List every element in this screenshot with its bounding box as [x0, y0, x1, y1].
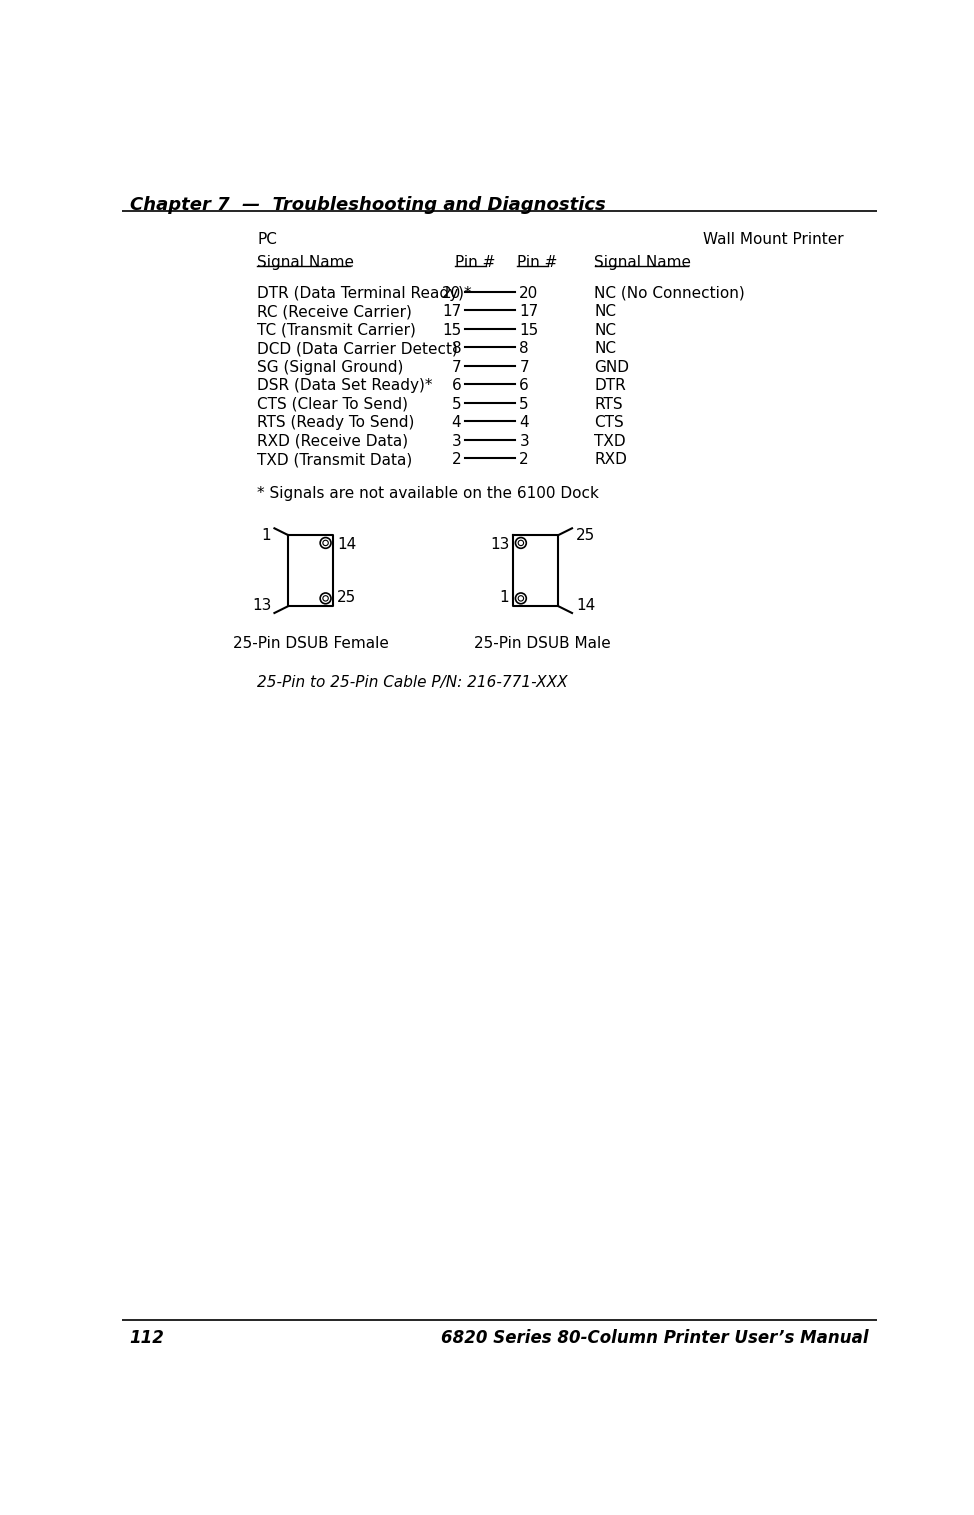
Text: Signal Name: Signal Name — [257, 255, 355, 270]
Text: DTR: DTR — [594, 379, 626, 394]
Text: CTS (Clear To Send): CTS (Clear To Send) — [257, 397, 408, 412]
Circle shape — [518, 595, 524, 601]
Text: 25-Pin DSUB Female: 25-Pin DSUB Female — [233, 636, 389, 651]
Text: 20: 20 — [442, 286, 462, 301]
Text: NC: NC — [594, 341, 617, 356]
Text: RTS: RTS — [594, 397, 623, 412]
Text: 13: 13 — [252, 598, 272, 614]
Text: 25-Pin DSUB Male: 25-Pin DSUB Male — [474, 636, 611, 651]
Text: 25: 25 — [576, 529, 595, 544]
Text: TXD (Transmit Data): TXD (Transmit Data) — [257, 451, 413, 467]
Text: 6820 Series 80-Column Printer User’s Manual: 6820 Series 80-Column Printer User’s Man… — [441, 1329, 869, 1347]
Text: TC (Transmit Carrier): TC (Transmit Carrier) — [257, 323, 416, 338]
Text: 3: 3 — [452, 433, 462, 448]
Text: RC (Receive Carrier): RC (Receive Carrier) — [257, 305, 412, 320]
Polygon shape — [288, 535, 333, 606]
Text: SG (Signal Ground): SG (Signal Ground) — [257, 359, 404, 374]
Text: 25: 25 — [337, 589, 356, 604]
Text: 5: 5 — [519, 397, 529, 412]
Circle shape — [322, 595, 328, 601]
Text: 4: 4 — [519, 415, 529, 430]
Text: 17: 17 — [519, 305, 539, 320]
Text: Pin #: Pin # — [517, 255, 557, 270]
Text: Pin #: Pin # — [455, 255, 496, 270]
Circle shape — [518, 541, 524, 545]
Text: 4: 4 — [452, 415, 462, 430]
Text: RTS (Ready To Send): RTS (Ready To Send) — [257, 415, 415, 430]
Text: RXD: RXD — [594, 451, 627, 467]
Text: 15: 15 — [442, 323, 462, 338]
Text: * Signals are not available on the 6100 Dock: * Signals are not available on the 6100 … — [257, 486, 599, 501]
Text: 20: 20 — [519, 286, 539, 301]
Text: 14: 14 — [337, 536, 356, 551]
Text: 7: 7 — [452, 359, 462, 374]
Text: 17: 17 — [442, 305, 462, 320]
Text: RXD (Receive Data): RXD (Receive Data) — [257, 433, 408, 448]
Text: Wall Mount Printer: Wall Mount Printer — [703, 232, 843, 247]
Text: NC: NC — [594, 323, 617, 338]
Text: 15: 15 — [519, 323, 539, 338]
Text: 14: 14 — [576, 598, 595, 614]
Text: 112: 112 — [130, 1329, 165, 1347]
Text: NC: NC — [594, 305, 617, 320]
Text: 6: 6 — [452, 379, 462, 394]
Text: DSR (Data Set Ready)*: DSR (Data Set Ready)* — [257, 379, 432, 394]
Text: 13: 13 — [490, 536, 509, 551]
Circle shape — [515, 592, 526, 604]
Circle shape — [515, 538, 526, 548]
Text: 8: 8 — [452, 341, 462, 356]
Text: 2: 2 — [519, 451, 529, 467]
Text: DCD (Data Carrier Detect): DCD (Data Carrier Detect) — [257, 341, 458, 356]
Text: 3: 3 — [519, 433, 529, 448]
Text: 6: 6 — [519, 379, 529, 394]
Circle shape — [322, 541, 328, 545]
Text: 2: 2 — [452, 451, 462, 467]
Text: 5: 5 — [452, 397, 462, 412]
Text: 25-Pin to 25-Pin Cable P/N: 216-771-XXX: 25-Pin to 25-Pin Cable P/N: 216-771-XXX — [257, 674, 568, 689]
Text: CTS: CTS — [594, 415, 624, 430]
Text: 1: 1 — [262, 529, 272, 544]
Circle shape — [320, 538, 331, 548]
Text: GND: GND — [594, 359, 629, 374]
Text: PC: PC — [257, 232, 278, 247]
Text: NC (No Connection): NC (No Connection) — [594, 286, 745, 301]
Text: Chapter 7  —  Troubleshooting and Diagnostics: Chapter 7 — Troubleshooting and Diagnost… — [130, 195, 605, 214]
Polygon shape — [513, 535, 558, 606]
Text: DTR (Data Terminal Ready)*: DTR (Data Terminal Ready)* — [257, 286, 472, 301]
Text: 1: 1 — [500, 589, 509, 604]
Text: 7: 7 — [519, 359, 529, 374]
Text: Signal Name: Signal Name — [594, 255, 692, 270]
Text: TXD: TXD — [594, 433, 626, 448]
Circle shape — [320, 592, 331, 604]
Text: 8: 8 — [519, 341, 529, 356]
